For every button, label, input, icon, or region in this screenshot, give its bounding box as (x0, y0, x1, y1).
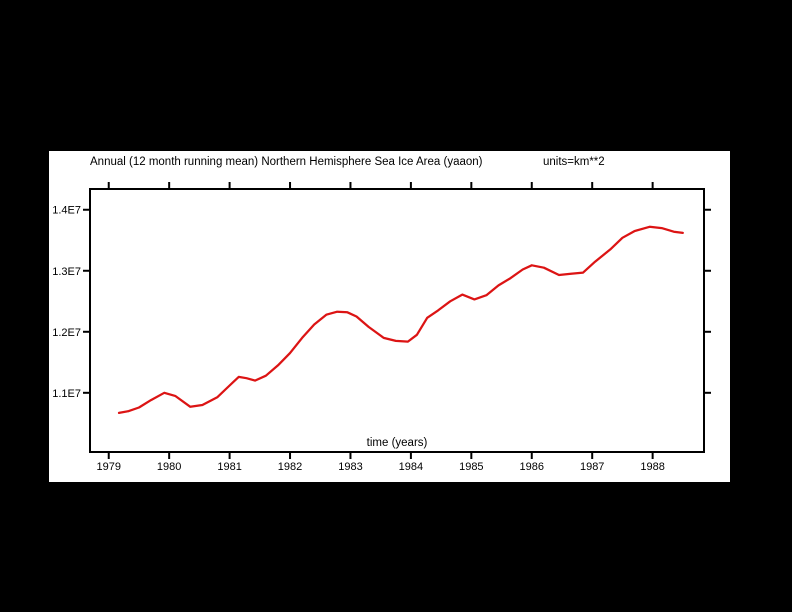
chart-title: Annual (12 month running mean) Northern … (90, 156, 483, 168)
x-tick-label: 1981 (217, 461, 241, 473)
plot-frame (89, 188, 705, 453)
x-tick-label: 1986 (520, 461, 544, 473)
x-tick-label: 1988 (640, 461, 664, 473)
y-tick-label: 1.2E7 (52, 327, 81, 339)
x-tick-label: 1985 (459, 461, 483, 473)
x-tick-label: 1982 (278, 461, 302, 473)
y-tick-label: 1.1E7 (52, 388, 81, 400)
x-tick-label: 1979 (96, 461, 120, 473)
units-label: units=km**2 (543, 156, 605, 168)
x-tick-label: 1983 (338, 461, 362, 473)
x-tick-label: 1980 (157, 461, 181, 473)
y-tick-label: 1.4E7 (52, 205, 81, 217)
sea-ice-area-line (117, 225, 684, 415)
x-tick-label: 1984 (399, 461, 423, 473)
plot-panel (49, 151, 730, 482)
x-axis-label: time (years) (366, 437, 428, 449)
y-tick-label: 1.3E7 (52, 266, 81, 278)
x-tick-label: 1987 (580, 461, 604, 473)
